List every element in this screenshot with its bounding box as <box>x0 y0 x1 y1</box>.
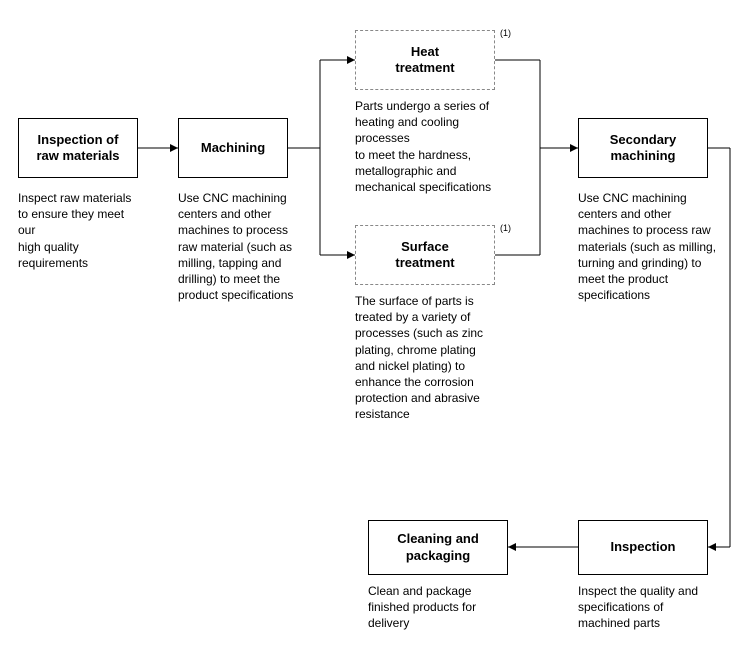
node-machining: Machining <box>178 118 288 178</box>
desc-inspection: Inspect the quality and specifications o… <box>578 583 718 632</box>
node-cleaning-packaging: Cleaning andpackaging <box>368 520 508 575</box>
desc-inspection-raw: Inspect raw materialsto ensure they meet… <box>18 190 138 271</box>
node-label: Machining <box>201 140 265 156</box>
node-heat-treatment: Heattreatment <box>355 30 495 90</box>
sup-heat-treatment: (1) <box>500 28 511 38</box>
node-secondary-machining: Secondarymachining <box>578 118 708 178</box>
desc-heat-treatment: Parts undergo a series of heating and co… <box>355 98 500 195</box>
node-label: Heattreatment <box>395 44 454 77</box>
sup-surface-treatment: (1) <box>500 223 511 233</box>
node-inspection-raw: Inspection ofraw materials <box>18 118 138 178</box>
desc-machining: Use CNC machining centers and other mach… <box>178 190 298 303</box>
node-label: Inspection ofraw materials <box>36 132 119 165</box>
node-label: Surfacetreatment <box>395 239 454 272</box>
node-label: Secondarymachining <box>610 132 676 165</box>
node-surface-treatment: Surfacetreatment <box>355 225 495 285</box>
desc-secondary-machining: Use CNC machining centers and other mach… <box>578 190 718 303</box>
node-label: Inspection <box>610 539 675 555</box>
desc-surface-treatment: The surface of parts is treated by a var… <box>355 293 495 423</box>
node-inspection: Inspection <box>578 520 708 575</box>
desc-cleaning-packaging: Clean and package finished products for … <box>368 583 508 632</box>
node-label: Cleaning andpackaging <box>397 531 479 564</box>
